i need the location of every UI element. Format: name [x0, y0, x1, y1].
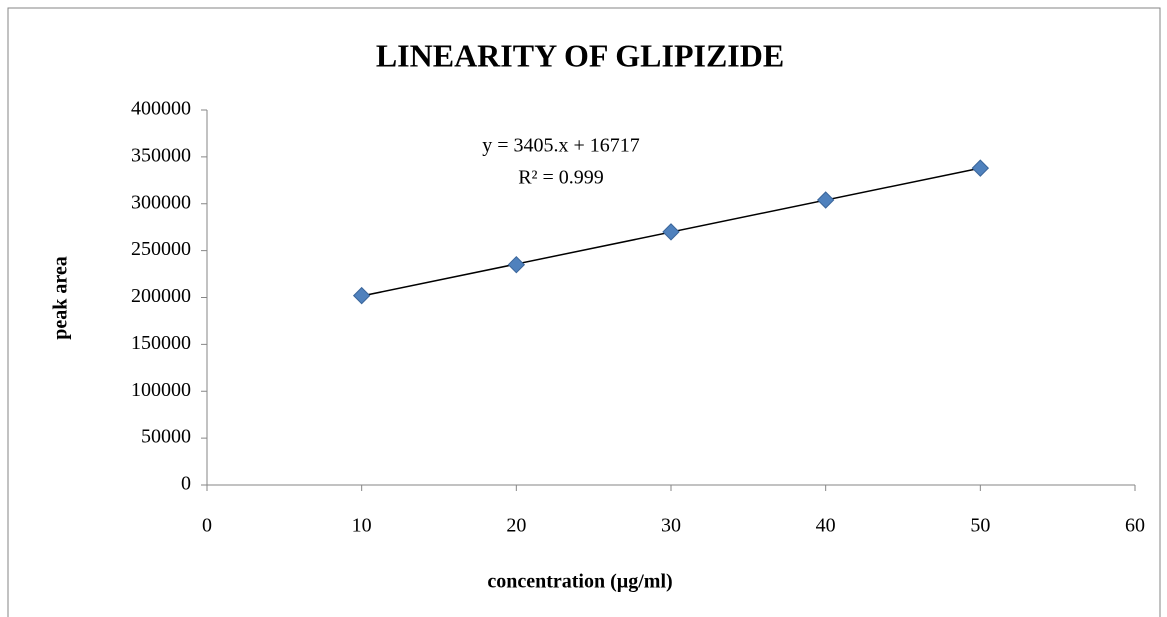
chart-frame	[7, 7, 1161, 617]
y-axis-label: peak area	[50, 256, 72, 340]
r-squared-annotation: R² = 0.999	[518, 167, 604, 189]
x-axis-label: concentration (µg/ml)	[487, 571, 672, 593]
y-tick-label: 250000	[131, 238, 191, 260]
x-tick-label: 40	[816, 515, 836, 537]
y-tick-label: 350000	[131, 144, 191, 166]
data-point	[662, 223, 680, 241]
x-tick-label: 0	[202, 515, 212, 537]
data-point	[816, 191, 835, 209]
x-tick-label: 30	[661, 515, 681, 537]
x-tick-label: 10	[352, 515, 372, 537]
data-point	[507, 255, 526, 274]
data-point	[971, 159, 990, 177]
y-tick-label: 100000	[131, 379, 191, 401]
x-tick-label: 20	[506, 515, 526, 537]
chart-title: LINEARITY OF GLIPIZIDE	[376, 37, 784, 73]
y-tick-label: 50000	[141, 426, 191, 448]
y-tick-label: 150000	[131, 332, 191, 354]
x-tick-label: 60	[1125, 515, 1145, 537]
equation-annotation: y = 3405.x + 16717	[482, 135, 640, 157]
y-tick-label: 400000	[131, 98, 191, 120]
data-point	[352, 286, 371, 305]
y-tick-label: 0	[181, 473, 191, 495]
y-tick-label: 300000	[131, 191, 191, 213]
y-tick-label: 200000	[131, 285, 191, 307]
x-tick-label: 50	[970, 515, 990, 537]
